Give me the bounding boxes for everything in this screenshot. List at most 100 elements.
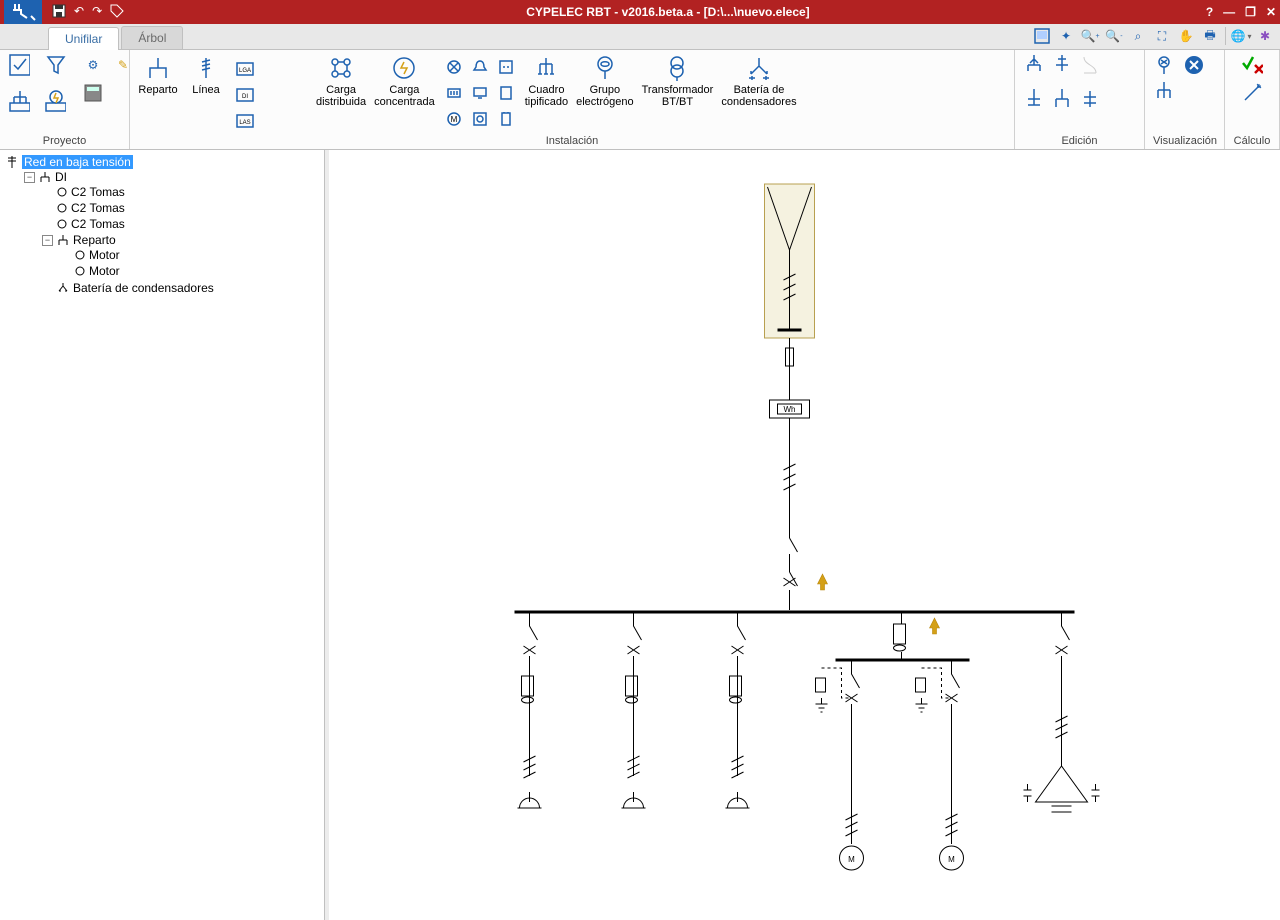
workspace: Red en baja tensión − DI C2 Tomas C2 Tom… — [0, 150, 1280, 920]
socket-icon[interactable] — [495, 56, 517, 78]
check-icon[interactable] — [8, 54, 30, 76]
bateria-condensadores-button[interactable]: Batería de condensadores — [721, 54, 796, 108]
minimize-icon[interactable]: — — [1223, 5, 1235, 19]
cuadro-tipificado-button[interactable]: Cuadro tipificado — [525, 54, 568, 108]
compass-icon[interactable]: ✦ — [1057, 27, 1075, 45]
ribbon-label-visualizacion: Visualización — [1153, 133, 1216, 149]
linea-label: Línea — [192, 84, 220, 96]
meter-label: Wh — [784, 405, 796, 414]
zoom-extents-icon[interactable]: ⛶ — [1153, 27, 1171, 45]
diagram-canvas[interactable]: Wh — [325, 150, 1280, 920]
capacitor-feeder — [1024, 612, 1100, 812]
power-icon[interactable] — [44, 90, 66, 112]
transformador-button[interactable]: Transformador BT/BT — [642, 54, 714, 108]
di-icon[interactable]: DI — [234, 84, 256, 106]
motor-feeder: M M — [816, 660, 964, 870]
visual-close-icon[interactable] — [1183, 54, 1205, 76]
undo-icon[interactable]: ↶ — [74, 4, 84, 21]
ribbon-label-instalacion: Instalación — [138, 133, 1006, 149]
config-icon[interactable]: ✱ — [1256, 27, 1274, 45]
plug-icon[interactable] — [495, 108, 517, 130]
project-tree[interactable]: Red en baja tensión − DI C2 Tomas C2 Tom… — [0, 150, 325, 920]
pan-icon[interactable]: ✋ — [1177, 27, 1195, 45]
edit-icon-6[interactable] — [1079, 88, 1101, 110]
light-icon[interactable] — [443, 56, 465, 78]
grupo-electrogeno-button[interactable]: Grupo electrógeno — [576, 54, 634, 108]
las-icon[interactable]: LAS — [234, 110, 256, 132]
tab-arbol[interactable]: Árbol — [121, 26, 183, 49]
gear-icon[interactable]: ⚙ — [82, 54, 104, 76]
bell-icon[interactable] — [469, 56, 491, 78]
lga-icon[interactable]: LGA — [234, 58, 256, 80]
screenshot-icon[interactable] — [1033, 27, 1051, 45]
check-x-icon[interactable] — [1241, 54, 1263, 76]
carga-concentrada-button[interactable]: Carga concentrada — [374, 54, 435, 108]
ribbon-group-edicion: Edición — [1015, 50, 1145, 149]
tree-diagram-icon[interactable] — [8, 90, 30, 112]
fan-icon[interactable] — [469, 108, 491, 130]
quick-access-toolbar: ↶ ↷ — [46, 4, 130, 21]
motor-label: M — [948, 855, 955, 864]
visual-icon-1[interactable] — [1153, 54, 1175, 76]
redo-icon[interactable]: ↷ — [92, 4, 102, 21]
carga-conc-label: Carga concentrada — [374, 84, 435, 108]
ribbon-label-proyecto: Proyecto — [8, 133, 121, 149]
device-icon[interactable] — [495, 82, 517, 104]
maximize-icon[interactable]: ❐ — [1245, 5, 1256, 19]
filter-icon[interactable] — [44, 54, 66, 76]
edit-icon-4[interactable] — [1023, 88, 1045, 110]
edit-icon-5[interactable] — [1051, 88, 1073, 110]
ribbon-group-visualizacion: Visualización — [1145, 50, 1225, 149]
tree-di-label: DI — [55, 170, 67, 184]
tree-root-label: Red en baja tensión — [22, 155, 133, 169]
edit-icon-2[interactable] — [1051, 54, 1073, 76]
svg-text:LAS: LAS — [239, 120, 250, 126]
tree-bateria[interactable]: Batería de condensadores — [42, 281, 320, 295]
edit-icon-3[interactable] — [1079, 54, 1101, 76]
tree-reparto-label: Reparto — [73, 233, 116, 247]
transf-label: Transformador BT/BT — [642, 84, 714, 108]
calculator-icon[interactable] — [82, 82, 104, 104]
globe-icon[interactable]: 🌐 — [1232, 27, 1250, 45]
tree-c2tomas-1[interactable]: C2 Tomas — [42, 185, 320, 199]
print-icon[interactable]: 🖶 — [1201, 27, 1219, 45]
tree-item-label: C2 Tomas — [71, 217, 125, 231]
ribbon-group-proyecto: ⚙ ✎ Proyecto — [0, 50, 130, 149]
save-icon[interactable] — [52, 4, 66, 21]
carga-distribuida-button[interactable]: Carga distribuida — [316, 54, 366, 108]
tree-bateria-label: Batería de condensadores — [73, 281, 214, 295]
tab-unifilar[interactable]: Unifilar — [48, 27, 119, 50]
linea-button[interactable]: Línea — [186, 54, 226, 96]
ribbon-label-edicion: Edición — [1023, 133, 1136, 149]
single-line-diagram: Wh — [329, 150, 1280, 920]
zoom-minus-icon[interactable]: 🔍- — [1105, 27, 1123, 45]
edit-icon-1[interactable] — [1023, 54, 1045, 76]
tree-item-label: Motor — [89, 264, 120, 278]
motor-small-icon[interactable]: M — [443, 108, 465, 130]
reparto-feeder — [894, 612, 906, 660]
tree-di[interactable]: − DI — [24, 170, 320, 184]
tree-motor-1[interactable]: Motor — [60, 248, 320, 262]
tree-motor-2[interactable]: Motor — [60, 264, 320, 278]
app-icon — [4, 0, 42, 24]
tree-reparto[interactable]: −Reparto — [42, 233, 320, 247]
zoom-plus-icon[interactable]: 🔍+ — [1081, 27, 1099, 45]
zoom-window-icon[interactable]: ⌕ — [1129, 27, 1147, 45]
tab-bar: Unifilar Árbol ✦ 🔍+ 🔍- ⌕ ⛶ ✋ 🖶 🌐 ✱ — [0, 24, 1280, 50]
ribbon-group-calculo: Cálculo — [1225, 50, 1280, 149]
monitor-icon[interactable] — [469, 82, 491, 104]
close-icon[interactable]: ✕ — [1266, 5, 1276, 19]
visual-icon-2[interactable] — [1153, 80, 1175, 102]
ribbon: ⚙ ✎ Proyecto Reparto Línea LGA DI — [0, 50, 1280, 150]
tree-c2tomas-2[interactable]: C2 Tomas — [42, 201, 320, 215]
tree-root[interactable]: Red en baja tensión — [6, 155, 320, 169]
bateria-label: Batería de condensadores — [721, 84, 796, 108]
wand-icon[interactable] — [1241, 82, 1263, 104]
tree-c2tomas-3[interactable]: C2 Tomas — [42, 217, 320, 231]
reparto-label: Reparto — [138, 84, 177, 96]
reparto-button[interactable]: Reparto — [138, 54, 178, 96]
tag-icon[interactable] — [110, 4, 124, 21]
heater-icon[interactable] — [443, 82, 465, 104]
ribbon-group-instalacion: Reparto Línea LGA DI LAS Carga distribui… — [130, 50, 1015, 149]
help-icon[interactable]: ? — [1206, 5, 1213, 19]
